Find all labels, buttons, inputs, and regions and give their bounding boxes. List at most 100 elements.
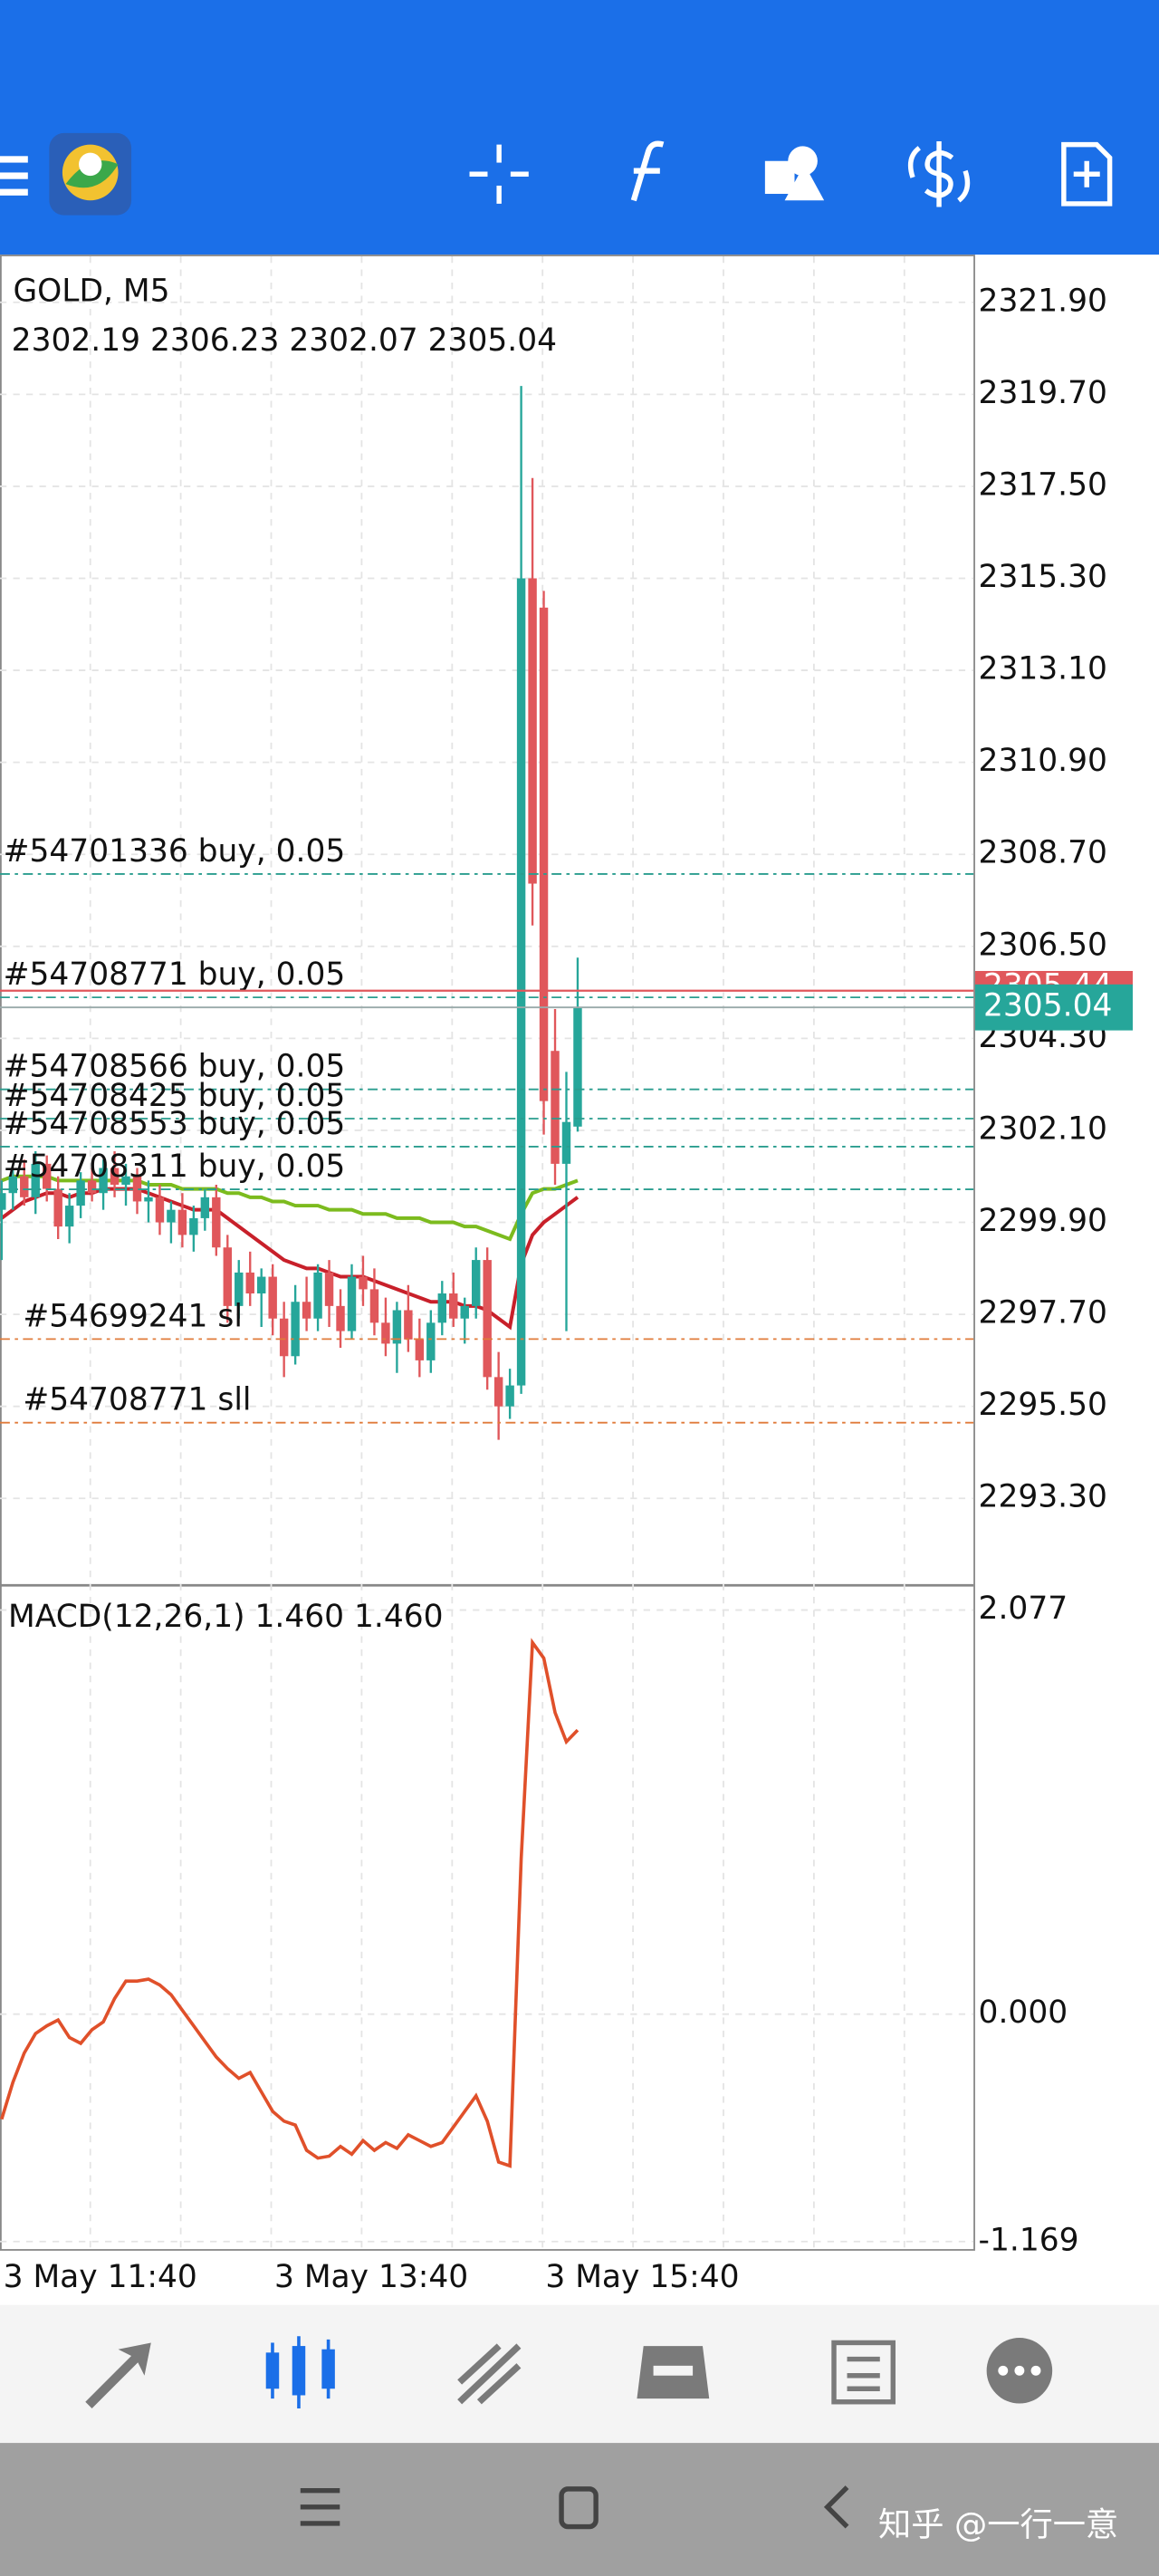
candle-body [132, 1176, 142, 1202]
candle-body [302, 1302, 311, 1319]
y-tick-label: 2310.90 [979, 743, 1107, 779]
x-tick-label: 3 May 11:40 [4, 2259, 197, 2295]
objects-button[interactable] [764, 146, 825, 201]
moving-average [1, 1174, 579, 1242]
candle-body [291, 1302, 300, 1357]
candle-body [245, 1272, 254, 1294]
candle-body [42, 1163, 52, 1189]
back-button[interactable] [823, 2485, 849, 2529]
chart-title: GOLD, M5 [14, 273, 170, 309]
candle-body [64, 1206, 74, 1227]
candle-body [223, 1247, 232, 1306]
y-tick-label: 2315.30 [979, 559, 1107, 595]
order-label: #54708771 sll [23, 1382, 251, 1418]
candle-body [381, 1322, 390, 1344]
candle-body [212, 1197, 221, 1248]
candle-body [268, 1276, 277, 1319]
candle-body [324, 1272, 334, 1306]
moving-average [0, 1187, 580, 1331]
trade-button[interactable] [907, 140, 971, 207]
app-logo[interactable] [49, 132, 132, 216]
candle-body [359, 1276, 368, 1290]
candle-body [426, 1322, 436, 1360]
system-nav [0, 2443, 1159, 2576]
y-tick-label: 2295.50 [979, 1387, 1107, 1423]
menu-button[interactable] [0, 156, 28, 196]
y-tick-label: 2297.70 [979, 1295, 1107, 1331]
candle-body [31, 1163, 40, 1197]
candle-body [0, 1193, 6, 1210]
order-label: #54708425 buy, 0.05 [4, 1078, 346, 1114]
candle-body [167, 1209, 176, 1223]
candle-body [437, 1293, 446, 1323]
order-label: #54699241 sl [23, 1298, 243, 1334]
candle-body [516, 578, 526, 1386]
toolbar [0, 0, 1159, 255]
recent-apps-button[interactable] [300, 2487, 340, 2526]
history-tab[interactable] [637, 2346, 710, 2399]
y-tick-label: 2313.10 [979, 651, 1107, 687]
order-label: #54708553 buy, 0.05 [4, 1106, 346, 1142]
candle-body [8, 1176, 18, 1194]
candle-body [415, 1339, 425, 1360]
home-button[interactable] [559, 2486, 599, 2530]
candle-body [449, 1293, 458, 1319]
candle-body [155, 1197, 165, 1223]
candle-body [53, 1188, 62, 1227]
candle-body [460, 1305, 469, 1319]
crosshair-button[interactable] [469, 144, 529, 204]
chart-tab[interactable] [265, 2336, 335, 2408]
new-order-button[interactable] [1061, 141, 1113, 207]
candle-body [551, 1051, 560, 1164]
macd-line [0, 1638, 580, 2168]
candle-body [561, 1121, 571, 1164]
candle-body [369, 1289, 379, 1323]
candle-body [235, 1272, 244, 1306]
candle-body [279, 1318, 289, 1357]
macd-title: MACD(12,26,1) 1.460 1.460 [8, 1599, 444, 1635]
order-label: #54701336 buy, 0.05 [4, 833, 346, 870]
candle-body [528, 578, 537, 884]
candle-body [200, 1197, 210, 1218]
ohlc-values: 2302.19 2306.23 2302.07 2305.04 [12, 322, 557, 359]
order-label: #54708566 buy, 0.05 [4, 1049, 346, 1085]
y-tick-label: -1.169 [979, 2222, 1079, 2258]
bottom-nav [0, 2304, 1159, 2444]
y-tick-label: 2321.90 [979, 283, 1107, 319]
candle-body [20, 1176, 29, 1197]
y-tick-label: 2.077 [979, 1591, 1068, 1627]
candle-body [573, 1007, 582, 1127]
candle-body [505, 1385, 514, 1407]
bid-label: 2305.04 [983, 988, 1112, 1024]
y-tick-label: 0.000 [979, 1994, 1068, 2031]
y-tick-label: 2319.70 [979, 375, 1107, 411]
indicators-button[interactable] [630, 140, 665, 202]
y-tick-label: 2308.70 [979, 835, 1107, 871]
candle-body [110, 1168, 120, 1185]
x-tick-label: 3 May 13:40 [274, 2259, 468, 2295]
quotes-tab[interactable] [85, 2342, 151, 2408]
candle-body [144, 1197, 153, 1202]
candle-body [539, 607, 549, 1101]
chat-tab[interactable] [986, 2338, 1053, 2404]
vertical-grid [89, 255, 905, 2250]
candle-body [256, 1276, 266, 1294]
y-tick-label: 2293.30 [979, 1479, 1107, 1515]
y-tick-label: 2302.10 [979, 1110, 1107, 1147]
candle-body [76, 1180, 85, 1206]
trade-tab[interactable] [457, 2343, 522, 2405]
candle-body [87, 1180, 97, 1194]
candle-body [404, 1310, 413, 1340]
y-tick-label: 2306.50 [979, 927, 1107, 963]
candle-body [99, 1168, 108, 1194]
candle-body [189, 1217, 198, 1235]
y-tick-label: 2317.50 [979, 466, 1107, 503]
candle-body [471, 1260, 481, 1306]
candle-body [392, 1310, 402, 1344]
plot: 2321.90 2319.70 2317.50 2315.30 2313.10 2310.… [0, 283, 1133, 2295]
news-tab[interactable] [831, 2340, 896, 2405]
candle-body [347, 1276, 357, 1331]
order-label: #54708771 buy, 0.05 [4, 956, 346, 993]
watermark: 知乎 @一行一意 [878, 2505, 1118, 2544]
